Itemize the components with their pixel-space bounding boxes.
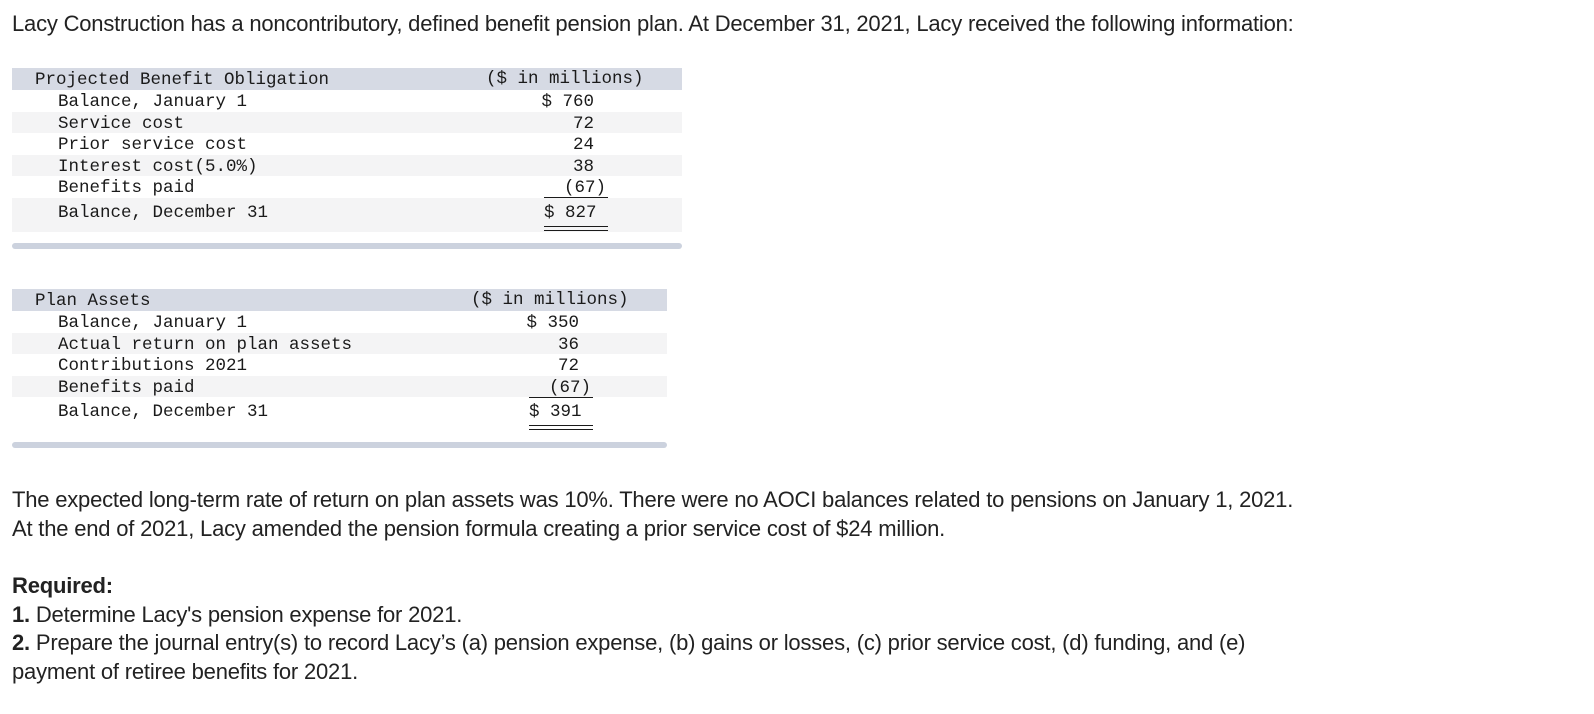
table-row: Balance, January 1 $ 350 xyxy=(12,311,667,333)
total-label: Balance, December 31 xyxy=(58,202,269,223)
table-row: Benefits paid (67) xyxy=(12,176,682,198)
item-number: 2. xyxy=(12,630,30,655)
table-row: Prior service cost 24 xyxy=(12,133,682,155)
table-row: Actual return on plan assets 36 xyxy=(12,332,667,355)
row-value: 72 xyxy=(572,113,594,134)
table-row: Contributions 2021 72 xyxy=(12,354,667,376)
row-label: Actual return on plan assets xyxy=(58,334,353,355)
row-label: Balance, January 1 xyxy=(58,313,248,333)
assumptions-paragraph: The expected long-term rate of return on… xyxy=(12,486,1293,543)
row-value: 24 xyxy=(572,135,594,155)
total-label: Balance, December 31 xyxy=(58,402,269,422)
assets-table-header: Plan Assets ($ in millions) xyxy=(12,289,667,311)
pbo-table: Projected Benefit Obligation ($ in milli… xyxy=(12,68,682,249)
row-value: 36 xyxy=(557,334,579,355)
row-value: 38 xyxy=(572,156,594,177)
pbo-unit-header: ($ in millions) xyxy=(486,69,644,89)
required-item-2: 2. Prepare the journal entry(s) to recor… xyxy=(12,629,1245,658)
row-value: $ 350 xyxy=(526,313,579,333)
plan-assets-table: Plan Assets ($ in millions) Balance, Jan… xyxy=(12,289,667,448)
assets-unit-header: ($ in millions) xyxy=(471,290,629,310)
table-total-row: Balance, December 31 $ 391 xyxy=(12,397,667,431)
required-item-2-continued: payment of retiree benefits for 2021. xyxy=(12,658,1245,687)
subtotal-underline xyxy=(529,396,593,398)
item-number: 1. xyxy=(12,601,30,627)
table-separator xyxy=(12,243,682,249)
total-value: $ 827 xyxy=(544,202,597,223)
row-label: Service cost xyxy=(58,113,185,134)
table-row: Service cost 72 xyxy=(12,111,682,134)
required-heading: Required: xyxy=(12,573,113,598)
intro-text: Lacy Construction has a noncontributory,… xyxy=(12,11,1294,36)
item-text: Determine Lacy's pension expense for 202… xyxy=(29,601,463,627)
row-label: Contributions 2021 xyxy=(58,356,248,376)
row-label: Prior service cost xyxy=(58,135,248,155)
total-double-underline xyxy=(544,225,608,231)
table-separator xyxy=(12,442,667,448)
table-row: Benefits paid (67) xyxy=(12,375,667,398)
table-total-row: Balance, December 31 $ 827 xyxy=(12,197,682,232)
row-label: Benefits paid xyxy=(58,377,195,398)
table-row: Balance, January 1 $ 760 xyxy=(12,90,682,112)
pbo-table-title: Projected Benefit Obligation xyxy=(35,70,330,90)
assets-table-title: Plan Assets xyxy=(35,291,151,311)
row-label: Benefits paid xyxy=(58,178,195,198)
row-label: Interest cost(5.0%) xyxy=(58,156,258,177)
row-value: (67) xyxy=(548,377,591,398)
required-item-1: 1. Determine Lacy's pension expense for … xyxy=(12,601,1245,630)
assumption-line-2: At the end of 2021, Lacy amended the pen… xyxy=(12,515,946,541)
row-label: Balance, January 1 xyxy=(58,92,248,112)
total-value: $ 391 xyxy=(529,402,582,422)
row-value: $ 760 xyxy=(541,92,594,112)
item-text: Prepare the journal entry(s) to record L… xyxy=(29,630,1246,655)
pbo-table-header: Projected Benefit Obligation ($ in milli… xyxy=(12,68,682,90)
required-section: Required: 1. Determine Lacy's pension ex… xyxy=(12,572,1245,686)
item-text: payment of retiree benefits for 2021. xyxy=(12,658,359,684)
row-value: (67) xyxy=(563,178,606,198)
assumption-line-1: The expected long-term rate of return on… xyxy=(12,487,1294,512)
table-row: Interest cost(5.0%) 38 xyxy=(12,154,682,177)
total-double-underline xyxy=(529,425,593,430)
row-value: 72 xyxy=(557,356,579,376)
